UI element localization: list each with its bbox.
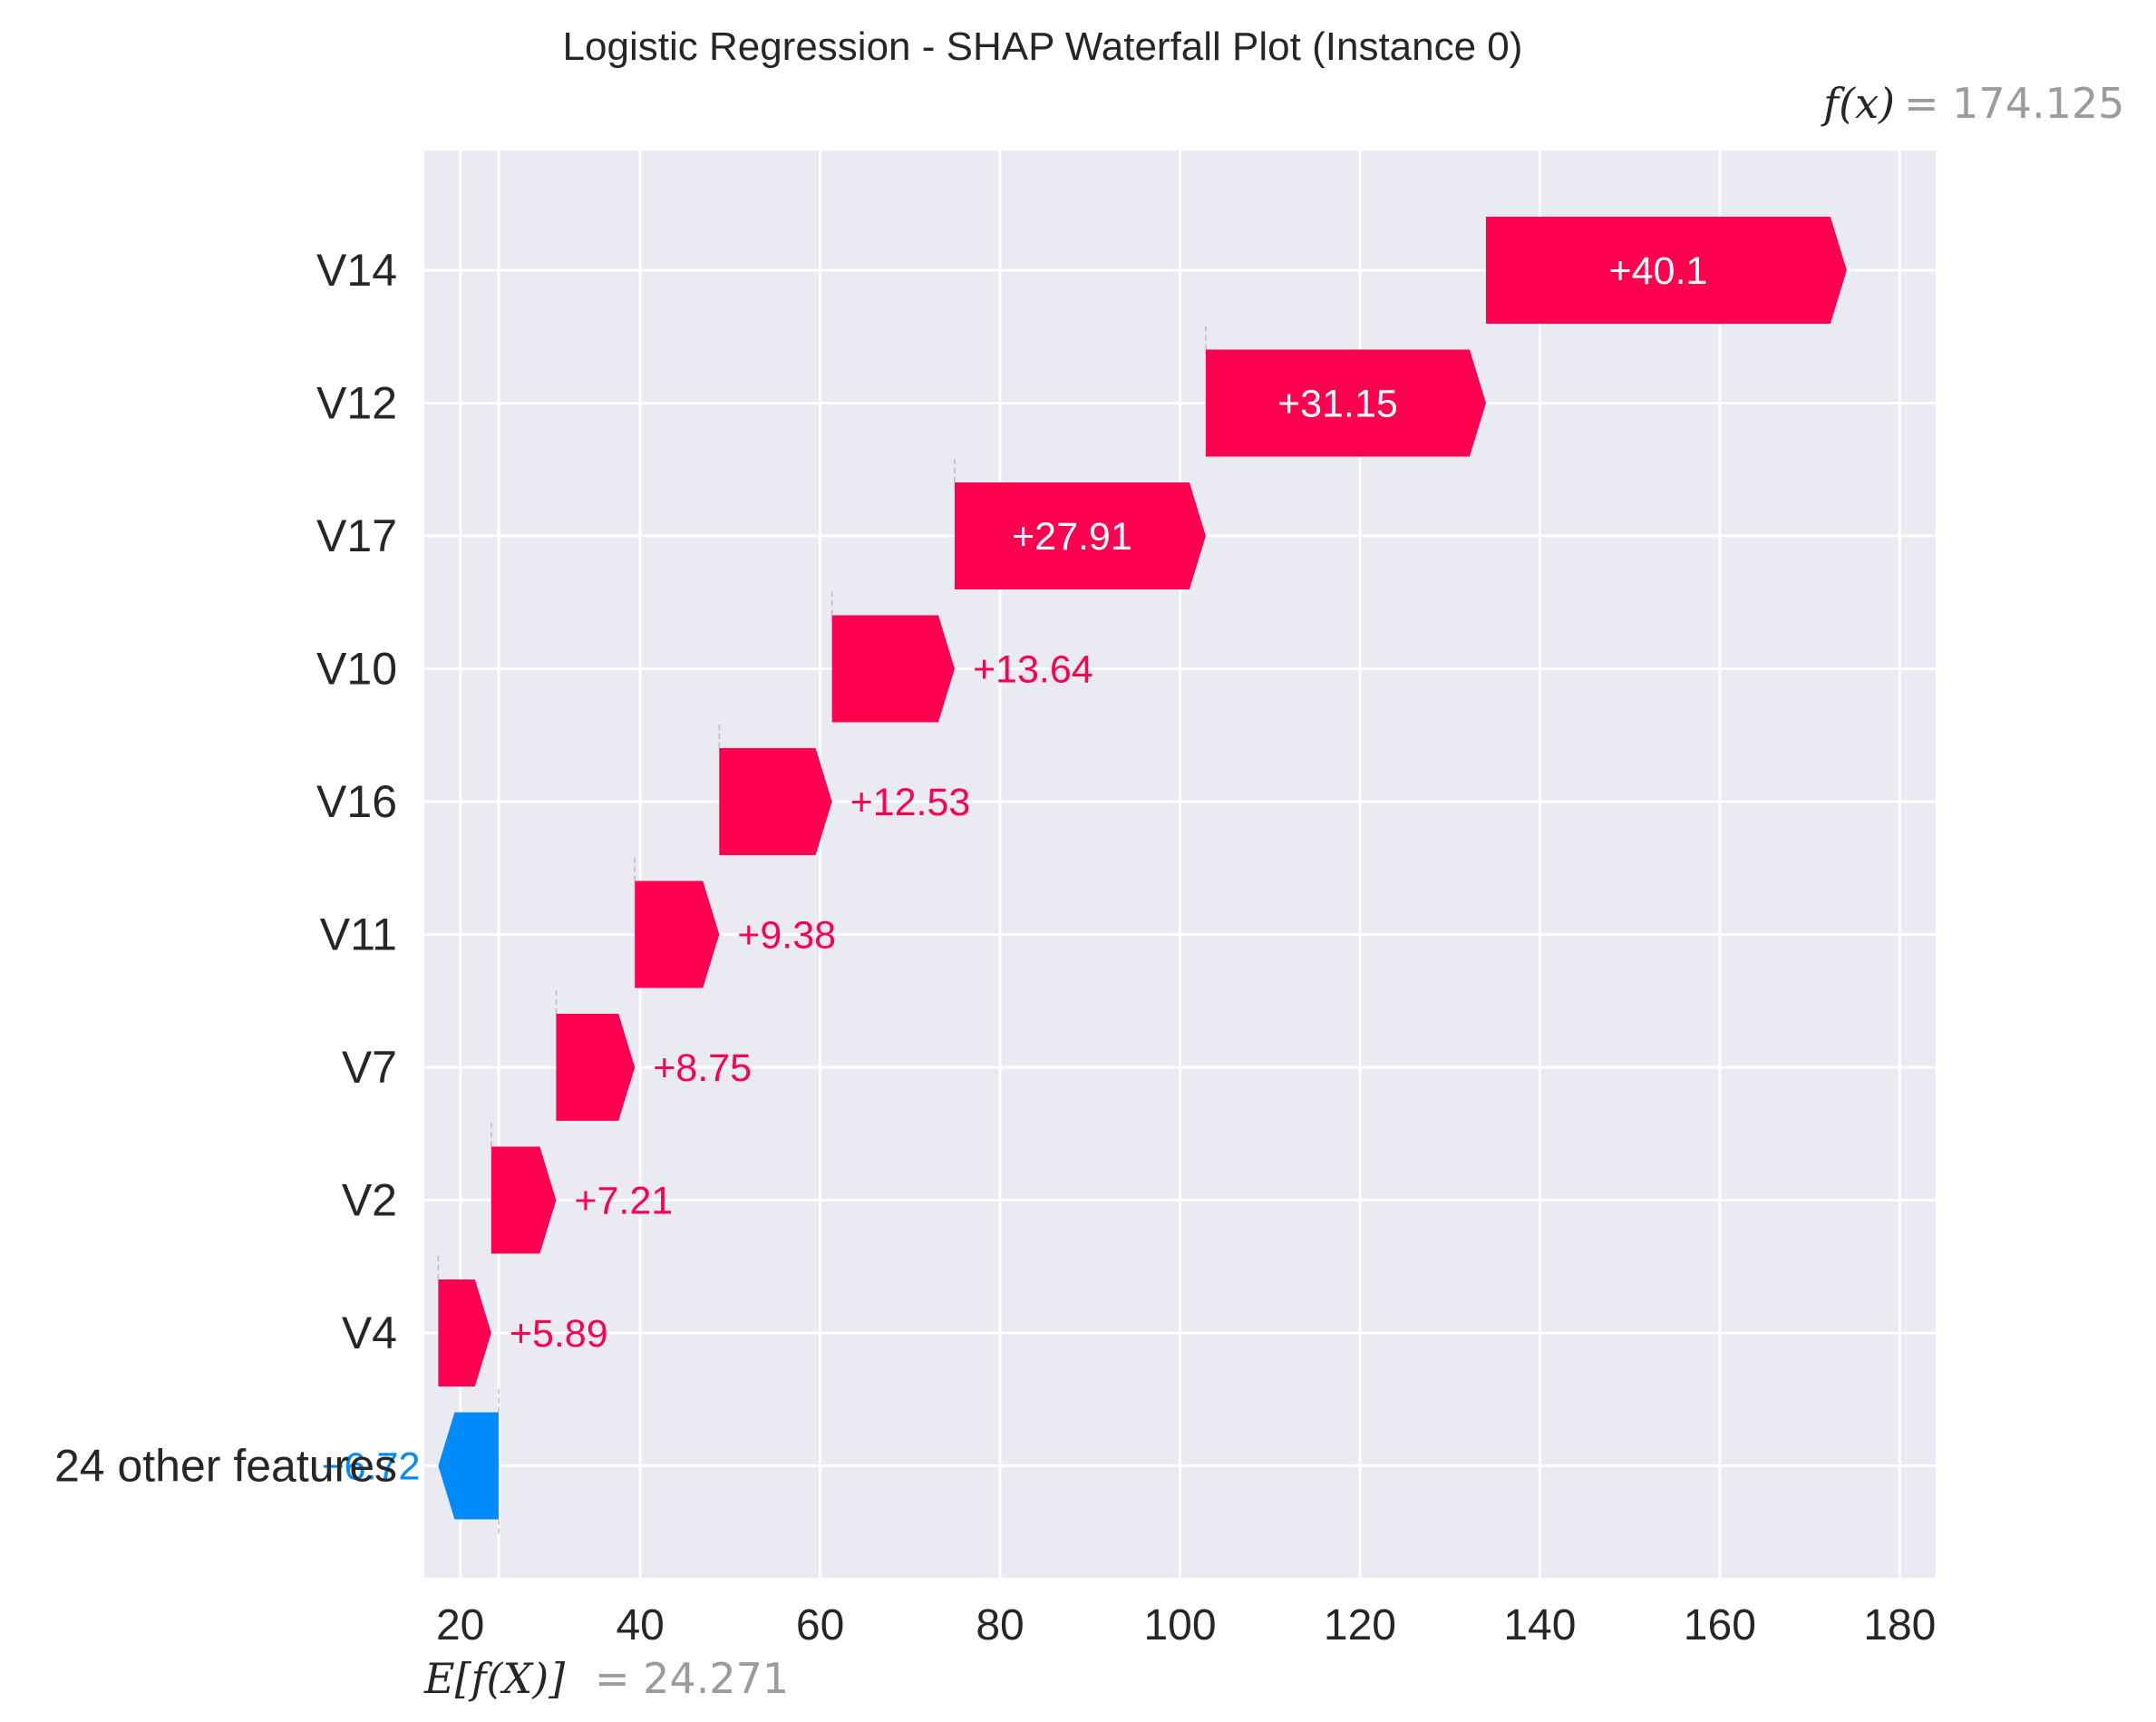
x-tick-label: 180 xyxy=(1863,1601,1936,1649)
x-tick-label: 140 xyxy=(1503,1601,1576,1649)
bar-value-label: +8.75 xyxy=(653,1046,752,1090)
x-tick-label: 20 xyxy=(436,1601,484,1649)
chart-title: Logistic Regression - SHAP Waterfall Plo… xyxy=(563,24,1523,69)
base-annotation: E[f(X)] = 24.271 xyxy=(423,1654,789,1703)
bar-v12 xyxy=(1205,349,1486,457)
x-axis-ticks: 20 40 60 80 100 120 140 160 180 xyxy=(436,1601,1936,1649)
bar-value-label: +7.21 xyxy=(574,1180,673,1223)
x-gridlines xyxy=(459,151,1901,1578)
connector-lines xyxy=(437,324,1207,1536)
output-annotation: f(x) = 174.125 xyxy=(1821,79,2124,128)
bar-value-label: +31.15 xyxy=(1277,383,1398,426)
feature-label: V11 xyxy=(320,910,397,960)
x-tick-label: 100 xyxy=(1143,1601,1216,1649)
feature-label: 24 other features xyxy=(54,1441,397,1492)
bar-value-label: +9.38 xyxy=(737,914,836,958)
bar-v17 xyxy=(954,482,1206,589)
x-tick-label: 80 xyxy=(976,1601,1024,1649)
bar-value-label: +27.91 xyxy=(1012,515,1132,559)
x-tick-label: 40 xyxy=(616,1601,664,1649)
bar-v2 xyxy=(490,1146,557,1254)
feature-label: V14 xyxy=(316,245,397,296)
bar-value-label: +13.64 xyxy=(973,648,1093,692)
feature-label: V2 xyxy=(342,1175,397,1226)
feature-label: V7 xyxy=(342,1042,397,1093)
feature-label: V4 xyxy=(342,1308,397,1358)
x-tick-label: 160 xyxy=(1684,1601,1756,1649)
bar-v7 xyxy=(556,1014,636,1121)
feature-label: V16 xyxy=(316,776,397,827)
base-value: = 24.271 xyxy=(595,1654,789,1703)
value-labels: +40.1 +31.15 +27.91 +13.64 +12.53 +9.38 +8.75 +… xyxy=(322,249,1708,1489)
bar-value-label: +12.53 xyxy=(850,781,971,824)
bar-v4 xyxy=(438,1279,491,1386)
bar-v11 xyxy=(635,880,720,988)
bar-24-other-features xyxy=(438,1412,500,1520)
base-label: E[f(X)] xyxy=(423,1654,565,1703)
feature-label: V12 xyxy=(316,378,397,429)
bar-v14 xyxy=(1485,217,1847,324)
x-tick-label: 120 xyxy=(1324,1601,1396,1649)
bar-value-label: +5.89 xyxy=(510,1312,608,1356)
feature-labels: V14 V12 V17 V10 V16 V11 V7 V2 V4 24 other feature… xyxy=(54,245,397,1492)
bars xyxy=(438,217,1847,1520)
bar-value-label: +40.1 xyxy=(1609,249,1708,293)
bar-v16 xyxy=(719,748,832,855)
bar-v10 xyxy=(831,615,955,723)
bar-value-label: −6.72 xyxy=(322,1445,421,1489)
output-label: f(x) xyxy=(1821,79,1895,128)
feature-label: V10 xyxy=(316,644,397,695)
output-value: = 174.125 xyxy=(1904,79,2124,128)
feature-label: V17 xyxy=(316,511,397,561)
x-tick-label: 60 xyxy=(796,1601,844,1649)
